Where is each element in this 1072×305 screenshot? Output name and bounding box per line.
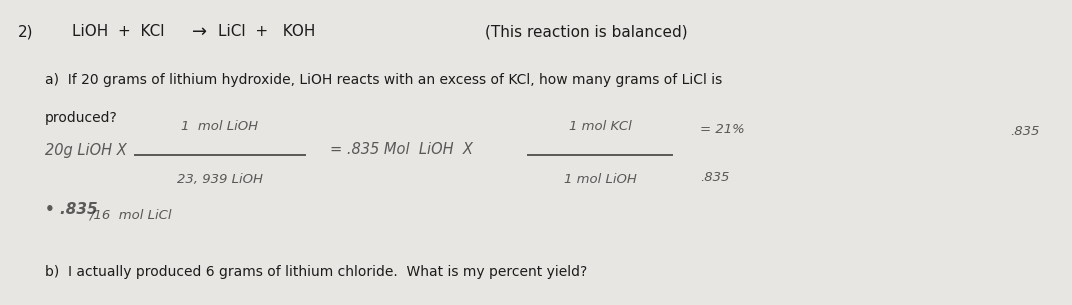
- Text: 1 mol LiOH: 1 mol LiOH: [564, 173, 637, 186]
- Text: produced?: produced?: [45, 111, 118, 125]
- Text: = .835 Mol  LiOH  X: = .835 Mol LiOH X: [330, 142, 473, 157]
- Text: LiOH  +  KCl: LiOH + KCl: [72, 24, 164, 40]
- Text: .835: .835: [700, 171, 729, 184]
- Text: 23, 939 LiOH: 23, 939 LiOH: [177, 173, 263, 186]
- Text: 20g LiOH X: 20g LiOH X: [45, 142, 126, 157]
- Text: 1 mol KCl: 1 mol KCl: [568, 120, 631, 133]
- Text: (This reaction is balanced): (This reaction is balanced): [485, 24, 687, 40]
- Text: a)  If 20 grams of lithium hydroxide, LiOH reacts with an excess of KCl, how man: a) If 20 grams of lithium hydroxide, LiO…: [45, 73, 723, 87]
- Text: 1  mol LiOH: 1 mol LiOH: [181, 120, 258, 133]
- Text: b)  I actually produced 6 grams of lithium chloride.  What is my percent yield?: b) I actually produced 6 grams of lithiu…: [45, 265, 587, 279]
- Text: .835: .835: [1011, 125, 1040, 138]
- Text: 2): 2): [18, 24, 33, 40]
- Text: • .835: • .835: [45, 203, 98, 217]
- Text: = 21%: = 21%: [700, 123, 745, 136]
- Text: /16  mol LiCl: /16 mol LiCl: [90, 209, 173, 221]
- Text: LiCl  +   KOH: LiCl + KOH: [218, 24, 315, 40]
- Text: →: →: [192, 23, 207, 41]
